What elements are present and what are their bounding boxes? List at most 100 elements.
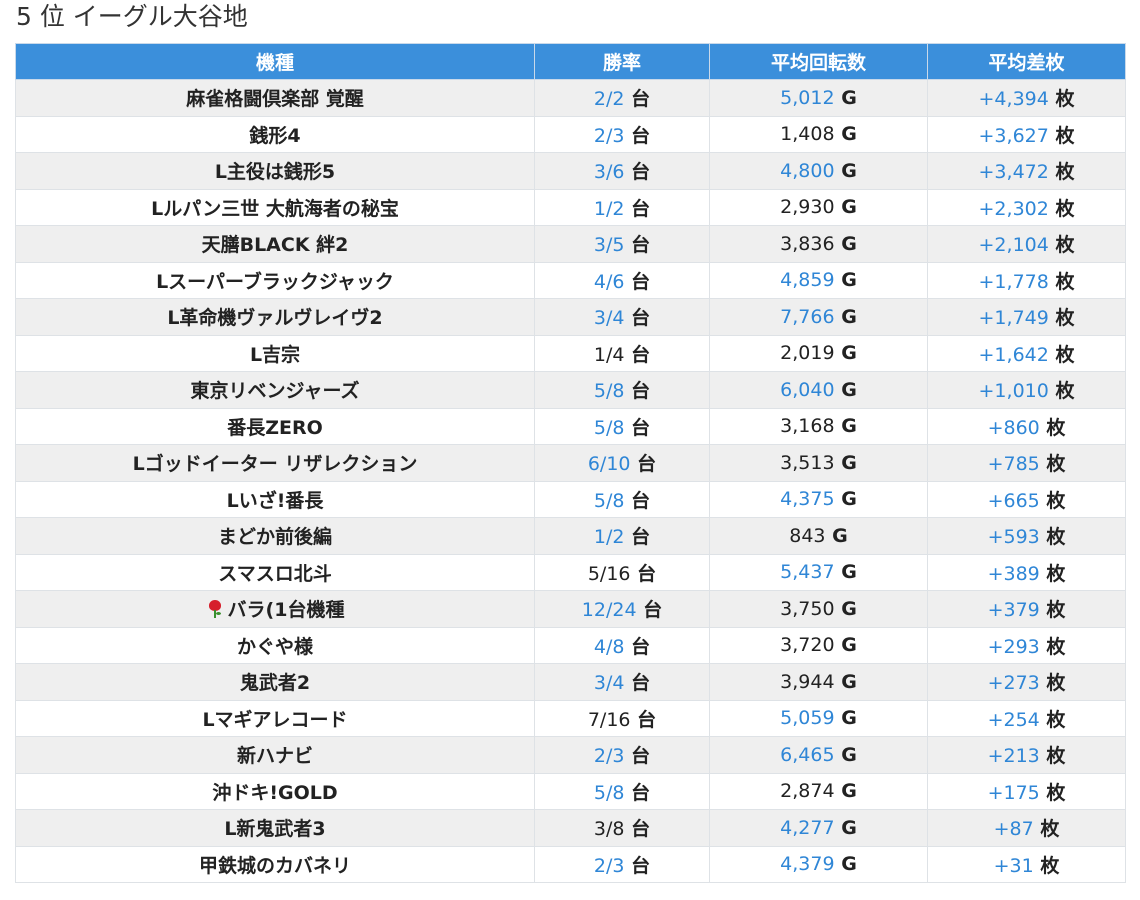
win-rate-value[interactable]: 5/8 (593, 380, 625, 403)
win-rate-cell: 4/8 台 (534, 626, 710, 664)
machine-name-cell[interactable]: 天膳BLACK 絆2 (15, 225, 535, 263)
average-spins-value[interactable]: 4,277 (780, 816, 835, 839)
machine-name-cell[interactable]: 麻雀格闘倶楽部 覚醒 (15, 79, 535, 117)
machine-name-cell[interactable]: Lマギアレコード (15, 699, 535, 737)
average-diff-value[interactable]: +1,778 (978, 270, 1049, 293)
average-diff-value[interactable]: +2,104 (978, 234, 1049, 257)
machine-name-cell[interactable]: L革命機ヴァルヴレイヴ2 (15, 298, 535, 336)
machine-name-cell[interactable]: 新ハナビ (15, 736, 535, 774)
average-diff-value[interactable]: +254 (987, 708, 1040, 731)
average-diff-value[interactable]: +860 (987, 416, 1040, 439)
average-spins-unit: G (841, 707, 857, 730)
average-diff-unit: 枚 (1055, 124, 1075, 147)
win-rate-value[interactable]: 3/6 (593, 161, 625, 184)
machine-name-cell[interactable]: 東京リベンジャーズ (15, 371, 535, 409)
win-rate-value[interactable]: 3/4 (593, 307, 625, 330)
win-rate-cell: 5/8 台 (534, 407, 710, 445)
table-row: L吉宗 1/4 台 2,019 G +1,642 枚 (15, 334, 1126, 372)
average-diff-value[interactable]: +213 (987, 745, 1040, 768)
average-diff-value[interactable]: +389 (987, 562, 1040, 585)
win-rate-value[interactable]: 2/2 (593, 88, 625, 111)
average-spins-unit: G (841, 634, 857, 657)
average-spins-value[interactable]: 4,859 (780, 269, 835, 292)
average-diff-value[interactable]: +1,642 (978, 343, 1049, 366)
header-average-spins[interactable]: 平均回転数 (709, 43, 928, 80)
average-spins-value: 2,874 (780, 780, 835, 803)
table-row: Lルパン三世 大航海者の秘宝 1/2 台 2,930 G +2,302 枚 (15, 188, 1126, 226)
average-spins-value: 843 (789, 524, 826, 547)
win-rate-value[interactable]: 12/24 (581, 599, 637, 622)
win-rate-value[interactable]: 3/5 (593, 234, 625, 257)
average-diff-value[interactable]: +785 (987, 453, 1040, 476)
average-spins-value[interactable]: 4,375 (780, 488, 835, 511)
machine-name-cell[interactable]: 銭形4 (15, 115, 535, 153)
average-diff-value[interactable]: +293 (987, 635, 1040, 658)
machine-name-cell[interactable]: かぐや様 (15, 626, 535, 664)
machine-name-cell[interactable]: バラ(1台機種 (15, 590, 535, 628)
average-spins-value[interactable]: 5,059 (780, 707, 835, 730)
machine-name-cell[interactable]: 番長ZERO (15, 407, 535, 445)
win-rate-value[interactable]: 5/8 (593, 489, 625, 512)
machine-name-cell[interactable]: Lいざ!番長 (15, 480, 535, 518)
average-spins-value[interactable]: 4,379 (780, 853, 835, 876)
win-rate-value[interactable]: 6/10 (587, 453, 631, 476)
average-spins-value[interactable]: 4,800 (780, 159, 835, 182)
average-diff-cell: +860 枚 (927, 407, 1126, 445)
machine-name-cell[interactable]: まどか前後編 (15, 517, 535, 555)
machine-name-cell[interactable]: L吉宗 (15, 334, 535, 372)
average-spins-value[interactable]: 6,040 (780, 378, 835, 401)
machine-name-cell[interactable]: L新鬼武者3 (15, 809, 535, 847)
average-diff-value[interactable]: +31 (993, 854, 1034, 877)
average-diff-cell: +3,472 枚 (927, 152, 1126, 190)
average-diff-value[interactable]: +1,010 (978, 380, 1049, 403)
average-diff-value[interactable]: +3,627 (978, 124, 1049, 147)
win-rate-value[interactable]: 2/3 (593, 124, 625, 147)
win-rate-value: 1/4 (593, 343, 625, 366)
win-rate-cell: 2/3 台 (534, 115, 710, 153)
header-win-rate[interactable]: 勝率 (534, 43, 710, 80)
win-rate-unit: 台 (637, 562, 657, 585)
win-rate-value[interactable]: 5/8 (593, 416, 625, 439)
machine-name-cell[interactable]: Lゴッドイーター リザレクション (15, 444, 535, 482)
machine-name-cell[interactable]: スマスロ北斗 (15, 553, 535, 591)
win-rate-value[interactable]: 5/8 (593, 781, 625, 804)
win-rate-value[interactable]: 4/8 (593, 635, 625, 658)
machine-name-cell[interactable]: 鬼武者2 (15, 663, 535, 701)
win-rate-value[interactable]: 4/6 (593, 270, 625, 293)
win-rate-value[interactable]: 1/2 (593, 526, 625, 549)
average-diff-value[interactable]: +4,394 (978, 88, 1049, 111)
header-average-diff[interactable]: 平均差枚 (927, 43, 1126, 80)
machine-name: L主役は銭形5 (214, 161, 336, 184)
machine-name-cell[interactable]: Lスーパーブラックジャック (15, 261, 535, 299)
machine-name: 甲鉄城のカバネリ (198, 854, 351, 877)
average-diff-value[interactable]: +2,302 (978, 197, 1049, 220)
machine-name-cell[interactable]: 沖ドキ!GOLD (15, 772, 535, 810)
average-diff-value[interactable]: +379 (987, 599, 1040, 622)
average-diff-value[interactable]: +273 (987, 672, 1040, 695)
average-diff-value[interactable]: +665 (987, 489, 1040, 512)
machine-name-cell[interactable]: L主役は銭形5 (15, 152, 535, 190)
average-diff-unit: 枚 (1055, 197, 1075, 220)
average-spins-value[interactable]: 5,012 (780, 86, 835, 109)
average-spins-cell: 3,168 G (709, 407, 928, 445)
average-spins-value[interactable]: 6,465 (780, 743, 835, 766)
machine-name-cell[interactable]: Lルパン三世 大航海者の秘宝 (15, 188, 535, 226)
average-diff-value[interactable]: +593 (987, 526, 1040, 549)
average-diff-value[interactable]: +87 (993, 818, 1034, 841)
win-rate-value[interactable]: 3/4 (593, 672, 625, 695)
average-diff-value[interactable]: +3,472 (978, 161, 1049, 184)
win-rate-value[interactable]: 1/2 (593, 197, 625, 220)
win-rate-unit: 台 (631, 526, 651, 549)
machine-name: 番長ZERO (227, 416, 323, 439)
header-machine[interactable]: 機種 (15, 43, 535, 80)
average-spins-cell: 4,379 G (709, 845, 928, 883)
average-spins-value[interactable]: 7,766 (780, 305, 835, 328)
average-diff-value[interactable]: +1,749 (978, 307, 1049, 330)
average-spins-cell: 6,040 G (709, 371, 928, 409)
machine-name-cell[interactable]: 甲鉄城のカバネリ (15, 845, 535, 883)
average-diff-value[interactable]: +175 (987, 781, 1040, 804)
win-rate-value[interactable]: 2/3 (593, 745, 625, 768)
average-spins-value[interactable]: 5,437 (780, 561, 835, 584)
win-rate-value[interactable]: 2/3 (593, 854, 625, 877)
table-row: 新ハナビ 2/3 台 6,465 G +213 枚 (15, 736, 1126, 774)
